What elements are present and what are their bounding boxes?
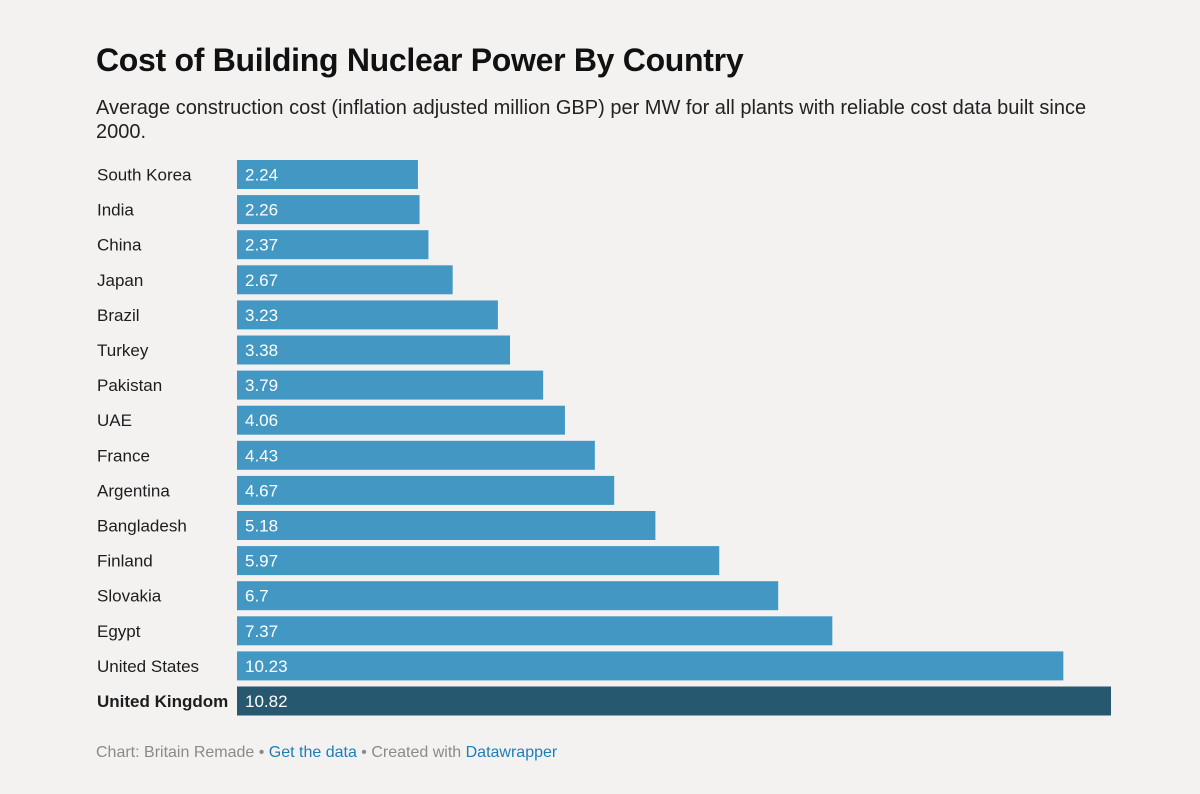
category-label: China — [97, 236, 142, 255]
category-label: Bangladesh — [97, 517, 187, 536]
bar — [237, 475, 615, 505]
category-label: United Kingdom — [97, 692, 228, 711]
value-label: 6.7 — [245, 587, 269, 606]
category-label: Finland — [97, 552, 153, 571]
bar — [237, 581, 779, 611]
bar — [237, 546, 720, 576]
category-label: Egypt — [97, 622, 141, 641]
category-label: Japan — [97, 271, 143, 290]
value-label: 10.82 — [245, 692, 288, 711]
category-label: Turkey — [97, 341, 149, 360]
value-label: 2.67 — [245, 271, 278, 290]
value-label: 10.23 — [245, 657, 288, 676]
bar — [237, 230, 429, 260]
value-label: 5.18 — [245, 517, 278, 536]
bar — [237, 686, 1111, 716]
bar — [237, 651, 1064, 681]
value-label: 5.97 — [245, 552, 278, 571]
value-label: 3.79 — [245, 376, 278, 395]
value-label: 3.38 — [245, 341, 278, 360]
bar — [237, 370, 544, 400]
bar — [237, 511, 656, 540]
value-label: 2.37 — [245, 236, 278, 255]
chart-title: Cost of Building Nuclear Power By Countr… — [96, 42, 744, 78]
chart-footer: Chart: Britain Remade • Get the data • C… — [96, 744, 557, 762]
category-label: UAE — [97, 411, 132, 430]
value-label: 4.67 — [245, 481, 278, 500]
category-label: South Korea — [97, 166, 192, 185]
category-label: Brazil — [97, 306, 140, 325]
value-label: 4.06 — [245, 411, 278, 430]
value-label: 2.24 — [245, 166, 278, 185]
chart-subtitle: Average construction cost (inflation adj… — [96, 97, 1087, 143]
category-label: France — [97, 446, 150, 465]
bar — [237, 195, 420, 225]
bar — [237, 616, 833, 646]
category-label: United States — [97, 657, 199, 676]
get-the-data-link[interactable]: Get the data — [268, 744, 357, 761]
datawrapper-link[interactable]: Datawrapper — [465, 744, 558, 761]
bar — [237, 335, 511, 365]
source-credit: Chart: Britain Remade • — [96, 744, 269, 761]
value-label: 3.23 — [245, 306, 278, 325]
category-label: India — [97, 201, 134, 220]
category-label: Pakistan — [97, 376, 162, 395]
bar — [237, 160, 418, 189]
category-label: Argentina — [97, 481, 170, 500]
bar — [237, 405, 565, 435]
bar — [237, 300, 498, 330]
bar — [237, 265, 453, 295]
category-label: Slovakia — [97, 587, 162, 606]
value-label: 4.43 — [245, 446, 278, 465]
value-label: 7.37 — [245, 622, 278, 641]
value-label: 2.26 — [245, 201, 278, 220]
created-with-text: • Created with — [356, 744, 466, 761]
bar — [237, 440, 595, 470]
